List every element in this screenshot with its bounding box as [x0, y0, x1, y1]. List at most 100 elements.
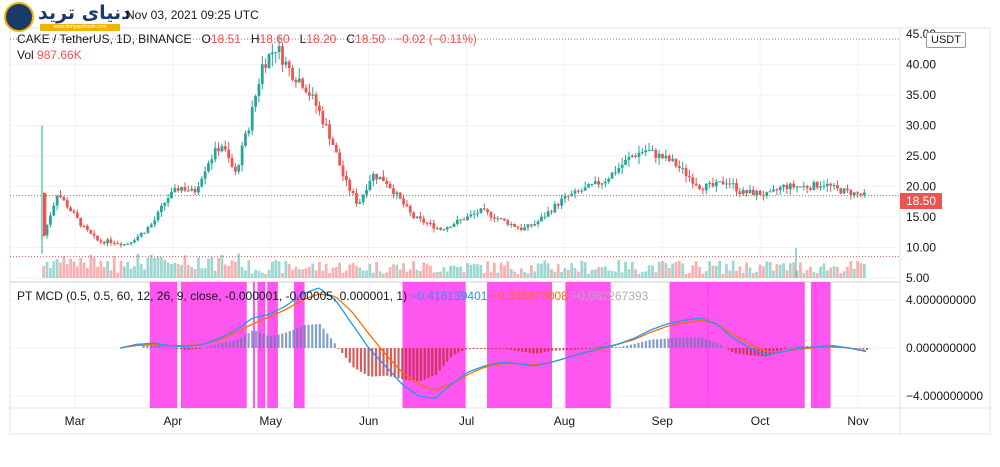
volume-bar — [257, 270, 261, 278]
time-tick-label: Nov — [847, 414, 868, 428]
volume-bar — [694, 261, 698, 278]
histogram-bar — [157, 345, 160, 348]
histogram-bar — [513, 348, 516, 351]
macd-tick-label: 4.000000000 — [906, 293, 976, 307]
candle-body — [624, 159, 627, 165]
candle-body — [160, 205, 163, 213]
histogram-bar — [198, 348, 201, 349]
candle-body — [49, 215, 52, 225]
candle-body — [593, 181, 597, 184]
candle-body — [247, 130, 251, 134]
histogram-bar — [419, 348, 423, 381]
candle-body — [99, 240, 103, 242]
histogram-bar — [498, 348, 501, 349]
volume-bar — [748, 267, 752, 278]
volume-bar — [304, 268, 308, 278]
histogram-bar — [618, 347, 621, 349]
candle-body — [492, 217, 496, 219]
candle-body — [684, 168, 688, 177]
candle-body — [45, 224, 49, 236]
volume-legend[interactable]: Vol 987.66K — [17, 48, 82, 62]
histogram-bar — [547, 348, 550, 352]
candle-body — [143, 232, 146, 234]
volume-bar — [318, 261, 321, 278]
volume-bar — [398, 269, 402, 278]
volume-bar — [378, 271, 382, 278]
histogram-bar — [686, 337, 689, 348]
candle-body — [365, 189, 368, 195]
histogram-bar — [382, 348, 385, 376]
candle-body — [476, 213, 479, 215]
volume-bar — [86, 267, 89, 278]
candle-body — [825, 183, 829, 187]
volume-bar — [513, 271, 516, 278]
candle-body — [123, 244, 126, 246]
macd-line — [119, 287, 867, 400]
histogram-bar — [412, 348, 415, 381]
volume-bar — [291, 269, 294, 278]
volume-bar — [657, 261, 661, 278]
currency-badge[interactable]: USDT — [926, 32, 966, 48]
candle-body — [829, 183, 833, 186]
volume-bar — [183, 255, 187, 278]
volume-bar — [614, 271, 617, 278]
candle-body — [116, 243, 120, 245]
volume-bar — [540, 263, 543, 278]
candle-body — [859, 193, 863, 196]
histogram-bar — [719, 345, 722, 348]
histogram-bar — [614, 347, 618, 349]
histogram-bar — [697, 337, 700, 348]
candle-body — [731, 183, 735, 185]
candle-body — [358, 202, 362, 204]
volume-bar — [311, 263, 315, 278]
brand-logo-icon — [4, 2, 34, 32]
volume-bar — [466, 262, 469, 278]
volume-bar — [519, 268, 523, 278]
volume-bar — [617, 260, 621, 278]
volume-bar — [667, 268, 671, 278]
candle-body — [513, 223, 516, 227]
histogram-bar — [337, 348, 340, 349]
histogram-bar — [284, 332, 288, 348]
volume-bar — [439, 271, 442, 278]
volume-bar — [170, 264, 173, 278]
candle-body — [671, 158, 674, 161]
volume-bar — [375, 261, 379, 278]
histogram-bar — [487, 348, 490, 350]
histogram-bar — [179, 348, 183, 350]
volume-bar — [277, 261, 281, 278]
candle-body — [822, 186, 826, 188]
candle-body — [556, 204, 560, 206]
histogram-bar — [153, 344, 156, 348]
volume-bar — [496, 272, 500, 278]
volume-bar — [297, 269, 301, 278]
candle-body — [775, 189, 779, 191]
candle-body — [240, 145, 244, 166]
macd-legend[interactable]: PT MCD (0.5, 0.5, 60, 12, 26, 9, close, … — [17, 289, 648, 303]
candle-body — [852, 192, 856, 196]
volume-bar — [89, 254, 93, 278]
symbol-legend[interactable]: CAKE / TetherUS, 1D, BINANCE O18.51 H18.… — [17, 32, 477, 46]
time-tick-label: Mar — [65, 414, 86, 428]
brand-logo-subtitle: www.donyayetrade.com — [40, 24, 120, 31]
candle-body — [220, 146, 224, 152]
open-value: 18.51 — [210, 32, 241, 46]
candle-body — [435, 227, 439, 229]
histogram-bar — [299, 326, 303, 348]
histogram-bar — [356, 348, 359, 370]
candle-body — [846, 188, 849, 191]
volume-bar — [203, 268, 207, 278]
volume-bar — [506, 261, 510, 278]
candle-body — [583, 187, 587, 191]
volume-bar — [725, 264, 728, 278]
histogram-bar — [434, 348, 438, 375]
volume-bar — [96, 266, 99, 278]
candle-body — [92, 233, 96, 236]
histogram-bar — [787, 347, 790, 349]
volume-bar — [822, 263, 826, 278]
volume-bar — [328, 273, 331, 278]
candle-body — [849, 190, 853, 196]
volume-bar — [472, 263, 476, 278]
candle-body — [402, 198, 405, 205]
